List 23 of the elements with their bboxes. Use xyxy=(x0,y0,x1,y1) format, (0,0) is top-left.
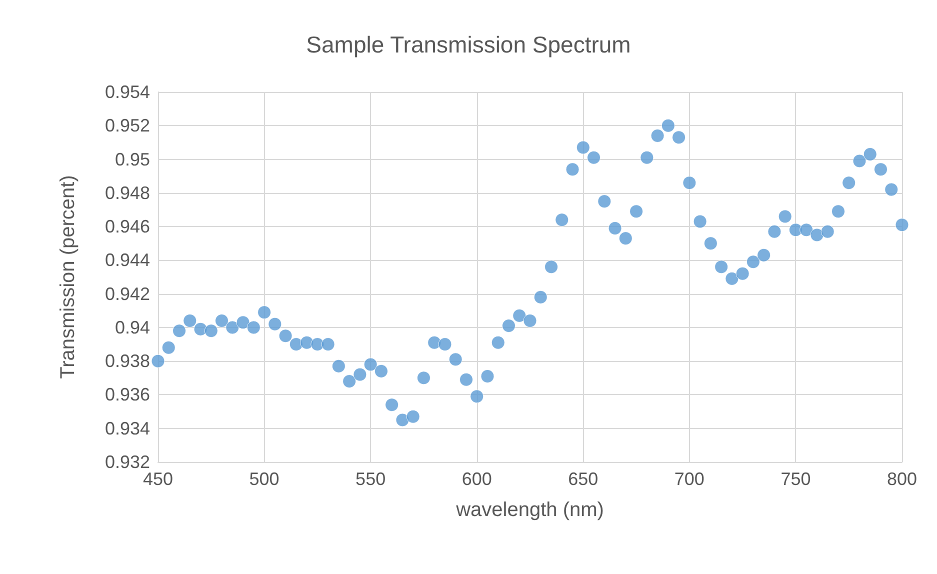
y-tick-label: 0.948 xyxy=(104,182,150,203)
x-tick-label: 650 xyxy=(568,469,598,489)
x-tick-label: 750 xyxy=(780,469,811,489)
y-tick-label: 0.94 xyxy=(114,317,150,338)
y-tick-label: 0.932 xyxy=(104,452,150,472)
y-tick-label: 0.934 xyxy=(104,418,150,438)
y-tick-label: 0.944 xyxy=(104,250,150,270)
y-tick-label: 0.936 xyxy=(104,384,150,405)
y-tick-label: 0.942 xyxy=(104,284,150,304)
x-tick-label: 550 xyxy=(356,469,386,489)
x-axis-title: wavelength (nm) xyxy=(455,499,604,521)
x-tick-label: 700 xyxy=(674,469,704,489)
y-tick-label: 0.938 xyxy=(104,351,150,372)
x-tick-label: 450 xyxy=(142,469,174,489)
x-tick-label: 800 xyxy=(886,469,918,489)
y-tick-label: 0.95 xyxy=(114,149,150,170)
chart-title: Sample Transmission Spectrum xyxy=(306,32,631,58)
y-tick-label: 0.946 xyxy=(104,216,150,237)
x-tick-label: 600 xyxy=(462,469,492,489)
y-tick-label: 0.952 xyxy=(104,116,150,136)
x-tick-label: 500 xyxy=(249,469,280,489)
y-tick-label: 0.954 xyxy=(104,82,150,102)
y-axis-title: Transmission (percent) xyxy=(57,175,79,379)
